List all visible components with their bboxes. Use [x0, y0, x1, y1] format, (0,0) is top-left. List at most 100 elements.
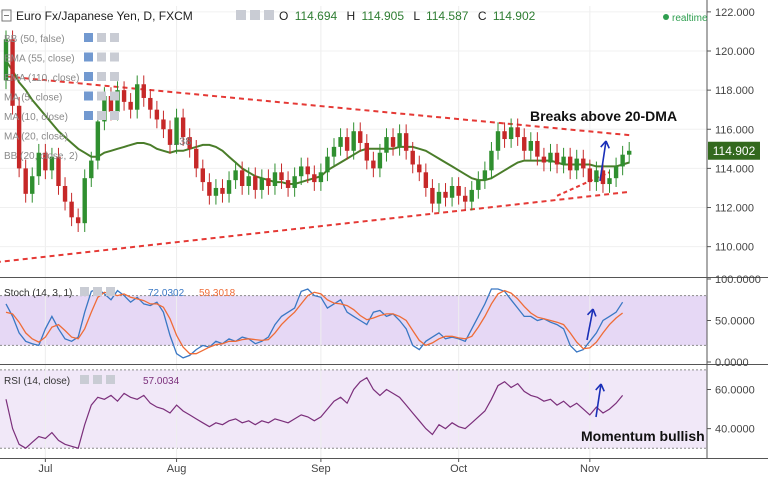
candle-body — [463, 195, 468, 202]
candle — [285, 171, 291, 197]
legend-settings-icon[interactable] — [97, 52, 106, 62]
candle — [600, 161, 606, 193]
candle — [299, 157, 304, 186]
candle — [476, 171, 481, 199]
trendline-lower — [0, 190, 630, 263]
candle-body — [476, 180, 481, 190]
candle — [23, 159, 28, 203]
stoch-band — [0, 295, 707, 346]
trendline-short-support — [556, 171, 610, 197]
candle-body — [180, 117, 186, 138]
candle-body — [253, 176, 258, 190]
candle — [30, 167, 35, 203]
stoch-d-value: 59.3018 — [199, 288, 236, 299]
candle-body — [82, 178, 87, 224]
rsi-settings-icon[interactable] — [93, 375, 102, 384]
candle-body — [489, 150, 494, 171]
price-tick-label: 114.000 — [715, 163, 754, 175]
candle-body — [279, 172, 284, 181]
main-legend-label: MA (5, close) — [4, 93, 62, 104]
breakout-annotation: Breaks above 20-DMA — [530, 108, 677, 124]
candle-body — [594, 170, 599, 183]
legend-eye-icon[interactable] — [84, 91, 93, 101]
stoch-arrow-head — [586, 308, 597, 317]
candle-body — [403, 133, 409, 151]
legend-eye-icon[interactable] — [84, 52, 93, 62]
candle — [515, 118, 520, 146]
candle-body — [194, 148, 199, 169]
legend-close-icon[interactable] — [110, 33, 119, 42]
legend-settings-icon[interactable] — [97, 72, 106, 81]
candle-body — [49, 156, 55, 171]
candle — [272, 163, 278, 195]
candle — [535, 132, 540, 166]
stoch-settings-icon[interactable] — [93, 287, 102, 296]
settings-icon[interactable] — [236, 10, 246, 20]
rsi-series-line — [5, 376, 624, 449]
rsi-close-icon[interactable] — [106, 375, 115, 384]
legend-close-icon[interactable] — [110, 52, 119, 62]
svg-text:O 114.694 H: O 114.694 H 114.905 L 114.587 C 114.902 — [279, 9, 536, 23]
momentum-annotation: Momentum bullish — [581, 428, 705, 444]
panes — [0, 295, 707, 449]
candle — [403, 124, 409, 160]
candle-body — [10, 39, 15, 106]
candle-body — [338, 137, 343, 147]
candle-body — [121, 90, 127, 102]
candle — [548, 143, 553, 172]
candle — [167, 120, 173, 154]
candle-body — [115, 90, 120, 112]
candle — [233, 161, 238, 189]
candle-body — [331, 146, 337, 157]
legend-settings-icon[interactable] — [97, 91, 106, 101]
candle — [377, 143, 383, 178]
legend-close-icon[interactable] — [110, 72, 119, 81]
candle-body — [207, 182, 212, 196]
candle-body — [69, 201, 74, 218]
candle — [384, 128, 389, 162]
candle-body — [305, 166, 310, 175]
close-icon[interactable] — [264, 10, 274, 20]
legend-settings-icon[interactable] — [97, 111, 106, 120]
candle — [207, 173, 212, 205]
legend-eye-icon[interactable] — [84, 72, 93, 81]
candle-body — [167, 129, 173, 145]
candle-body — [535, 141, 540, 157]
candle — [344, 128, 350, 160]
candle — [253, 167, 258, 199]
candle-body — [587, 168, 593, 183]
stoch-tick-label: 50.0000 — [715, 316, 755, 328]
candle-body — [548, 152, 553, 163]
main-legend-label: BB (50, false) — [4, 34, 65, 45]
legend-eye-icon[interactable] — [84, 111, 93, 120]
legend-eye-icon[interactable] — [84, 33, 93, 42]
stoch-close-icon[interactable] — [106, 287, 115, 296]
ma20-series-line — [5, 60, 630, 185]
candle — [338, 128, 343, 156]
candle — [154, 100, 160, 129]
candle — [200, 159, 205, 191]
candle — [43, 143, 48, 180]
candle — [95, 112, 101, 170]
realtime-label: realtime — [672, 13, 708, 24]
rsi-eye-icon[interactable] — [80, 375, 89, 384]
low-label: L — [413, 9, 420, 23]
add-icon[interactable] — [250, 10, 260, 20]
rsi-value: 57.0034 — [143, 376, 180, 387]
candle-body — [607, 178, 612, 185]
rsi-label: RSI (14, close) — [4, 376, 70, 387]
candle — [541, 147, 547, 172]
legend-settings-icon[interactable] — [97, 33, 106, 42]
candle-body — [3, 39, 9, 81]
collapse-icon[interactable] — [1, 9, 12, 22]
stoch-tick-label: 100.0000 — [715, 274, 761, 286]
legend-close-icon[interactable] — [110, 111, 119, 120]
stoch-eye-icon[interactable] — [80, 287, 89, 296]
candle-body — [56, 156, 61, 186]
candle — [410, 141, 415, 174]
candle — [581, 149, 586, 178]
legend-close-icon[interactable] — [110, 91, 119, 101]
rsi-arrow — [595, 383, 605, 418]
stoch-legend: Stoch (14, 3, 1) 72.0302 59.3018 — [4, 287, 236, 299]
candle-body — [23, 168, 28, 194]
